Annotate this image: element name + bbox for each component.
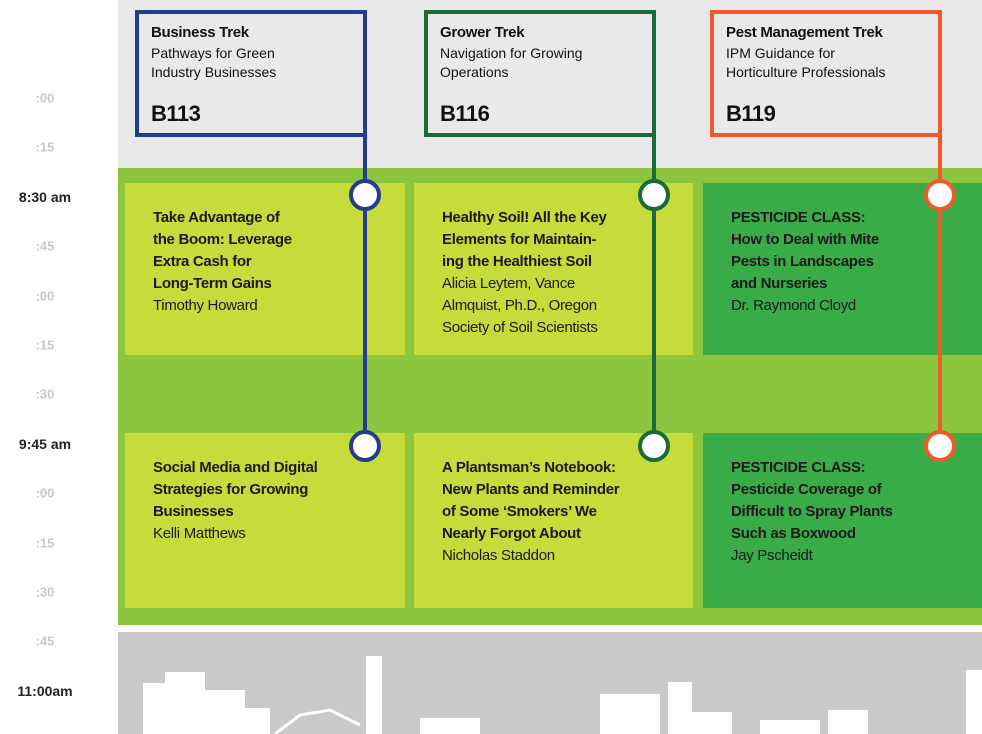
session-title: Take Advantage of	[153, 209, 280, 226]
trek-node	[638, 179, 670, 211]
session-title: the Boom: Leverage	[153, 231, 292, 248]
session-title: of Some ‘Smokers’ We	[442, 503, 597, 520]
time-label: :45	[35, 633, 55, 649]
time-label: :45	[35, 238, 55, 254]
trek-subtitle: Navigation for Growing	[440, 45, 583, 61]
session-title: Businesses	[153, 503, 234, 520]
session-speaker: Alicia Leytem, Vance	[442, 275, 575, 292]
session-card: Take Advantage of the Boom: Leverage Extra…	[125, 183, 405, 355]
trek-subtitle: Operations	[440, 64, 509, 80]
session-speaker: Almquist, Ph.D., Oregon	[442, 297, 597, 314]
session-title: Such as Boxwood	[731, 525, 856, 542]
trek-box: Pest Management Trek IPM Guidance for Hort…	[710, 10, 942, 137]
time-label: :30	[35, 584, 55, 600]
trek-node	[924, 179, 956, 211]
session-card: PESTICIDE CLASS: Pesticide Coverage of Dif…	[703, 433, 982, 608]
session-speaker: Dr. Raymond Cloyd	[731, 297, 856, 314]
time-label: :15	[35, 337, 55, 353]
time-label: 11:00am	[17, 682, 73, 699]
session-title: New Plants and Reminder	[442, 481, 620, 498]
trek-title: Grower Trek	[440, 24, 525, 41]
trek-node	[349, 179, 381, 211]
trek-room: B116	[440, 101, 490, 126]
trek-subtitle: Pathways for Green	[151, 45, 275, 61]
session-speaker: Society of Soil Scientists	[442, 319, 598, 336]
trek-node	[349, 430, 381, 462]
session-title: and Nurseries	[731, 275, 828, 292]
trek-node	[638, 430, 670, 462]
time-label: :00	[35, 288, 55, 304]
session-title: PESTICIDE CLASS:	[731, 459, 866, 476]
session-card: Social Media and Digital Strategies for G…	[125, 433, 405, 608]
time-label: :15	[35, 139, 55, 155]
session-title: Social Media and Digital	[153, 459, 318, 476]
trek-room: B119	[726, 101, 776, 126]
session-speaker: Timothy Howard	[153, 297, 258, 314]
session-card: PESTICIDE CLASS: How to Deal with Mite Pes…	[703, 183, 982, 355]
session-title: A Plantsman’s Notebook:	[442, 459, 616, 476]
trek-title: Business Trek	[151, 24, 249, 41]
session-title: PESTICIDE CLASS:	[731, 209, 866, 226]
session-title: Extra Cash for	[153, 253, 252, 270]
time-label: :30	[35, 386, 55, 402]
session-title: Pesticide Coverage of	[731, 481, 882, 498]
session-title: Pests in Landscapes	[731, 253, 874, 270]
session-title: Nearly Forgot About	[442, 525, 581, 542]
session-title: Difficult to Spray Plants	[731, 503, 893, 520]
trek-title: Pest Management Trek	[726, 24, 883, 41]
trek-subtitle: IPM Guidance for	[726, 45, 835, 61]
time-label: 8:30 am	[18, 188, 72, 205]
session-title: Strategies for Growing	[153, 481, 309, 498]
trek-subtitle: Industry Businesses	[151, 64, 277, 80]
time-label: 9:45 am	[18, 435, 72, 452]
time-label: :15	[35, 535, 55, 551]
trek-box: Business Trek Pathways for Green Industry …	[135, 10, 367, 137]
time-label: :00	[35, 90, 55, 106]
session-title: ing the Healthiest Soil	[442, 253, 592, 270]
session-title: Long-Term Gains	[153, 275, 272, 292]
session-title: How to Deal with Mite	[731, 231, 879, 248]
trek-subtitle: Horticulture Professionals	[726, 64, 886, 80]
trek-node	[924, 430, 956, 462]
session-title: Healthy Soil! All the Key	[442, 209, 607, 226]
session-speaker: Kelli Matthews	[153, 525, 246, 542]
time-label: :00	[35, 485, 55, 501]
session-card: Healthy Soil! All the Key Elements for Ma…	[414, 183, 693, 355]
trek-room: B113	[151, 101, 201, 126]
session-speaker: Jay Pscheidt	[731, 547, 813, 564]
session-card: A Plantsman’s Notebook: New Plants and Re…	[414, 433, 693, 608]
trek-box: Grower Trek Navigation for Growing Operati…	[424, 10, 656, 137]
session-title: Elements for Maintain-	[442, 231, 597, 248]
session-speaker: Nicholas Staddon	[442, 547, 555, 564]
